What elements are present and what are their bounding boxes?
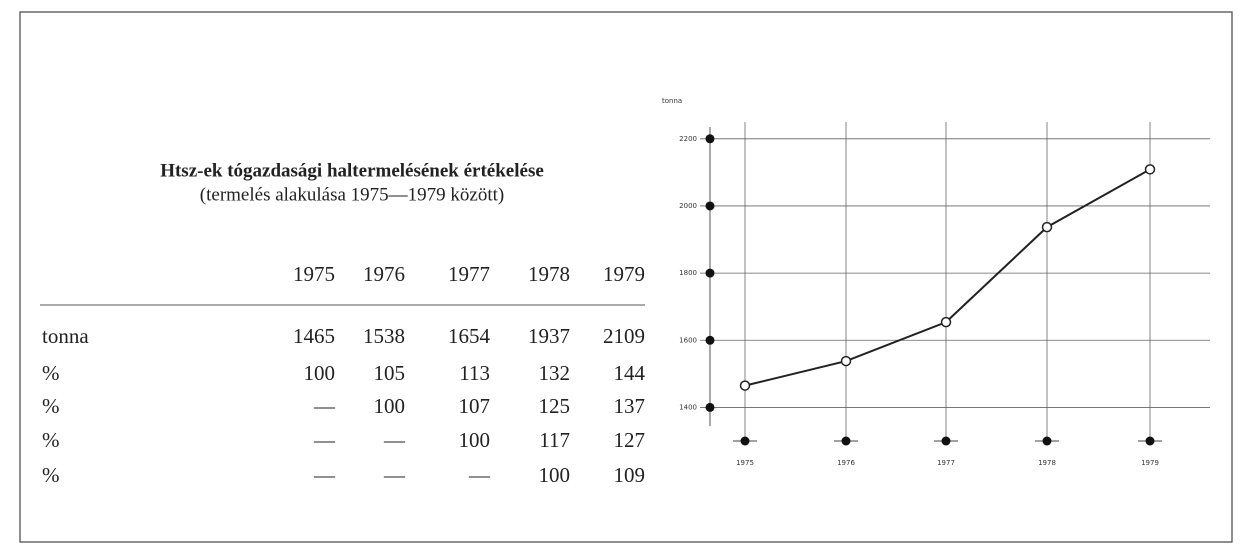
table-cell: 1654: [448, 324, 491, 348]
x-tick-label: 1979: [1141, 459, 1159, 467]
table-cell: —: [383, 463, 406, 487]
x-dot: [1042, 436, 1052, 446]
x-tick-label: 1975: [736, 459, 754, 467]
table-cell: 100: [304, 361, 336, 385]
x-dot: [1145, 436, 1155, 446]
column-header: 1977: [448, 262, 490, 286]
y-tick-dot: [705, 335, 715, 345]
table-cell: 1465: [293, 324, 335, 348]
table-cell: 1538: [363, 324, 405, 348]
table-cell: 137: [614, 394, 646, 418]
table-cell: —: [313, 463, 336, 487]
table-cell: 127: [614, 428, 646, 452]
x-dot: [941, 436, 951, 446]
column-header: 1975: [293, 262, 335, 286]
table-cell: —: [313, 394, 336, 418]
x-tick-label: 1978: [1038, 459, 1056, 467]
table-cell: —: [468, 463, 491, 487]
y-tick-label: 1400: [679, 403, 697, 411]
table-cell: 107: [459, 394, 491, 418]
table-cell: 109: [614, 463, 646, 487]
table-cell: 100: [374, 394, 406, 418]
x-dot: [841, 436, 851, 446]
data-point: [940, 316, 952, 328]
table-cell: 100: [539, 463, 571, 487]
y-tick-dot: [705, 134, 715, 144]
row-label: tonna: [42, 324, 89, 348]
row-label: %: [42, 394, 60, 418]
data-point: [1144, 164, 1156, 175]
subtitle: (termelés alakulása 1975—1979 között): [200, 184, 504, 205]
row-label: %: [42, 361, 60, 385]
column-header: 1978: [528, 262, 570, 286]
x-tick-label: 1976: [837, 459, 855, 467]
y-tick-dot: [705, 402, 715, 412]
data-point: [1041, 221, 1053, 233]
data-point: [840, 355, 852, 367]
y-tick-dot: [705, 268, 715, 278]
x-tick-label: 1977: [937, 459, 955, 467]
column-header: 1976: [363, 262, 405, 286]
table-cell: —: [383, 428, 406, 452]
column-header: 1979: [603, 262, 645, 286]
row-label: %: [42, 428, 60, 452]
table-cell: 117: [539, 428, 570, 452]
table-cell: 105: [374, 361, 406, 385]
frame: [19, 11, 1233, 543]
y-tick-label: 1800: [679, 269, 697, 277]
table-cell: 100: [459, 428, 491, 452]
table-cell: 1937: [528, 324, 570, 348]
x-dot: [740, 436, 750, 446]
table-cell: 144: [614, 361, 646, 385]
table-cell: 113: [459, 361, 490, 385]
y-tick-label: 2200: [679, 135, 697, 143]
data-point: [739, 380, 751, 391]
y-tick-dot: [705, 201, 715, 211]
table-cell: —: [313, 428, 336, 452]
row-label: %: [42, 463, 60, 487]
title: Htsz-ek tógazdasági haltermelésének érté…: [160, 160, 544, 181]
y-axis-label: tonna: [662, 97, 682, 105]
table-cell: 2109: [603, 324, 645, 348]
table-cell: 125: [539, 394, 571, 418]
table-cell: 132: [539, 361, 571, 385]
data-line: [744, 168, 1151, 387]
y-tick-label: 1600: [679, 336, 697, 344]
y-tick-label: 2000: [679, 202, 697, 210]
